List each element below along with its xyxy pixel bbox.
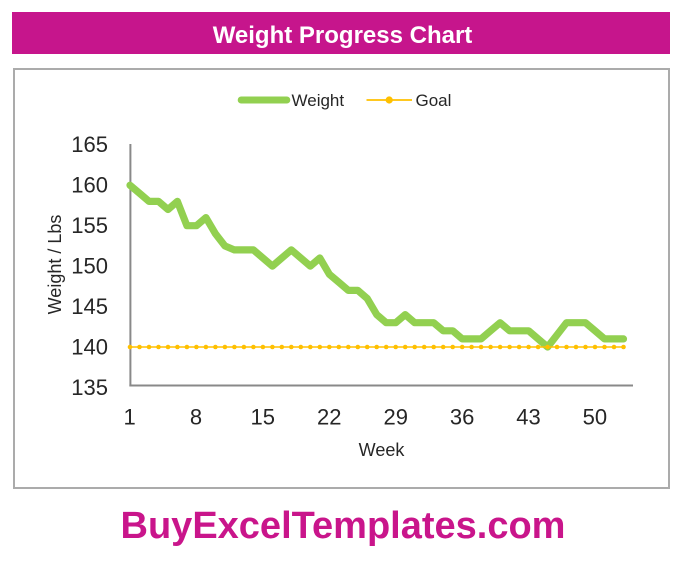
svg-text:165: 165 (71, 132, 108, 157)
svg-text:Goal: Goal (416, 91, 452, 110)
svg-text:29: 29 (383, 405, 407, 430)
svg-text:36: 36 (450, 405, 474, 430)
svg-text:140: 140 (71, 334, 108, 359)
svg-text:135: 135 (71, 375, 108, 400)
svg-text:1: 1 (123, 405, 135, 430)
svg-text:145: 145 (71, 294, 108, 319)
svg-text:15: 15 (251, 405, 275, 430)
svg-text:Weight: Weight (292, 91, 345, 110)
svg-text:150: 150 (71, 254, 108, 279)
svg-text:Weight / Lbs: Weight / Lbs (45, 215, 65, 315)
svg-text:155: 155 (71, 213, 108, 238)
svg-text:8: 8 (190, 405, 202, 430)
svg-text:160: 160 (71, 173, 108, 198)
svg-text:43: 43 (516, 405, 540, 430)
svg-text:22: 22 (317, 405, 341, 430)
svg-text:50: 50 (583, 405, 607, 430)
svg-text:Week: Week (359, 440, 406, 460)
